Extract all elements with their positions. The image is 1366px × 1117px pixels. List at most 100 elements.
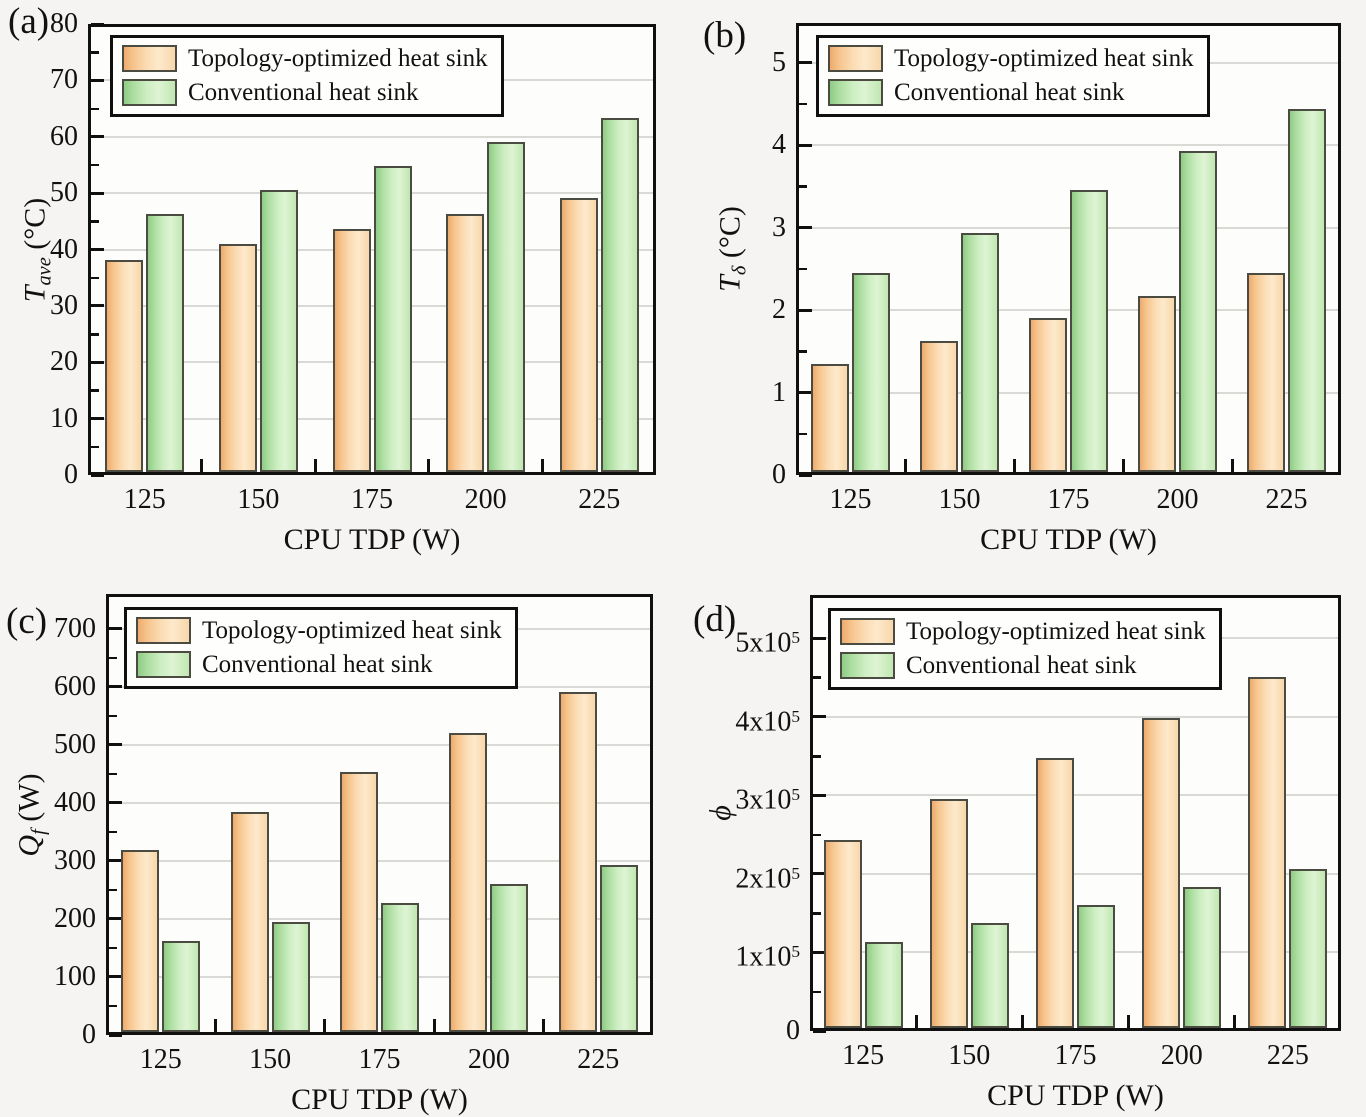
y-major-tick [813,636,826,640]
x-boundary-tick [1233,1015,1237,1028]
x-tick-label-150: 150 [938,484,981,515]
legend: Topology-optimized heat sink Conventional… [828,608,1222,690]
y-minor-tick [109,772,117,776]
bar-conventional-125 [146,213,185,472]
y-major-tick [109,801,122,805]
y-major-tick [109,1033,122,1037]
legend-swatch-topology [136,617,191,644]
y-minor-tick [109,656,117,660]
y-tick-label: 60 [50,120,78,152]
x-tick-label-125: 125 [123,484,166,515]
y-tick-label: 700 [54,612,96,644]
x-tick-label-200: 200 [1160,1040,1203,1071]
legend-label-topology: Topology-optimized heat sink [188,45,488,72]
y-minor-tick [109,830,117,834]
legend-row-topology: Topology-optimized heat sink [122,44,488,73]
x-boundary-tick [427,459,431,472]
y-major-tick [799,391,812,395]
gridline-y-60 [91,135,653,138]
bar-topology-150 [230,811,269,1032]
y-major-tick [91,135,104,139]
bar-topology-125 [105,260,144,472]
gridline-y-1 [799,391,1338,394]
y-minor-tick [91,51,99,54]
legend: Topology-optimized heat sink Conventional… [124,607,518,689]
legend-label-conventional: Conventional heat sink [188,79,419,106]
legend-row-conventional: Conventional heat sink [828,78,1194,107]
bar-topology-200 [1142,718,1181,1028]
gridline-y-400 [109,801,650,804]
y-minor-tick [91,163,99,167]
y-major-tick [813,872,826,876]
y-minor-tick [91,445,99,449]
y-minor-tick [91,220,99,223]
x-tick-label-200: 200 [464,484,507,515]
y-major-tick [91,304,104,308]
x-tick-label-150: 150 [237,484,280,515]
y-tick-label: 5 [772,46,786,78]
x-axis-title: CPU TDP (W) [283,523,461,556]
y-tick-label: 50 [50,177,78,209]
y-tick-label: 30 [50,289,78,321]
legend-row-topology: Topology-optimized heat sink [840,617,1206,646]
gridline-y-30 [91,304,653,307]
y-minor-tick [813,990,821,994]
gridline-y-50 [91,192,653,195]
legend-row-topology: Topology-optimized heat sink [828,44,1194,73]
y-major-tick [109,917,122,921]
x-boundary-tick [542,1019,546,1032]
bar-topology-175 [340,772,378,1032]
legend-row-topology: Topology-optimized heat sink [136,616,502,645]
bar-topology-175 [1029,318,1067,472]
legend-swatch-conventional [136,651,191,678]
y-tick-label: 100 [54,960,96,992]
y-tick-label: 70 [50,64,78,96]
legend-swatch-topology [122,45,177,72]
bar-topology-150 [218,244,257,472]
legend-label-topology: Topology-optimized heat sink [894,45,1194,72]
y-tick-label: 300 [54,844,96,876]
y-major-tick [109,975,122,979]
y-major-tick [799,61,812,65]
y-minor-tick [799,350,807,353]
bar-topology-200 [449,733,488,1032]
x-tick-label-225: 225 [1266,1040,1309,1071]
gridline-y-10 [91,417,653,420]
gridline-y-4 [799,144,1338,147]
bar-conventional-175 [1070,190,1108,472]
bar-conventional-200 [1179,150,1217,472]
legend-label-conventional: Conventional heat sink [202,651,433,678]
bar-topology-125 [121,850,160,1032]
panel-letter: (a) [8,1,50,42]
y-tick-label: 1x105 [735,942,800,974]
panel-a-average-temperature-chart: (a) 0 10 20 30 40 50 60 70 80 125 150 175 200 225 CPU T… [0,0,683,558]
y-minor-tick [109,888,117,892]
y-major-tick [91,78,104,82]
y-minor-tick [109,946,117,950]
panel-b-temperature-difference-chart: (b) 0 1 2 3 4 5 125 150 175 200 225 CPU TDP (W) Tδ (°… [683,0,1366,558]
x-tick-label-175: 175 [358,1044,401,1075]
bar-topology-225 [559,198,598,472]
y-minor-tick [813,755,821,758]
bar-conventional-225 [1289,869,1328,1028]
y-minor-tick [91,276,99,280]
y-minor-tick [799,185,807,188]
y-major-tick [813,1029,826,1033]
y-major-tick [813,715,826,719]
legend-swatch-topology [840,618,895,645]
bar-topology-225 [1247,272,1285,472]
bar-conventional-150 [259,190,298,472]
gridline-y-200 [109,917,650,920]
x-boundary-tick [914,1015,918,1028]
y-tick-label: 10 [50,402,78,434]
x-axis-title: CPU TDP (W) [980,523,1157,556]
panel-letter: (c) [6,601,48,642]
gridline-y-100000 [813,951,1338,954]
y-minor-tick [109,1004,117,1008]
y-tick-label: 2 [772,294,786,326]
y-major-tick [91,248,104,251]
bar-conventional-125 [864,942,903,1028]
x-tick-label-200: 200 [467,1044,510,1075]
y-tick-label: 4x105 [735,706,800,738]
y-minor-tick [813,833,821,837]
